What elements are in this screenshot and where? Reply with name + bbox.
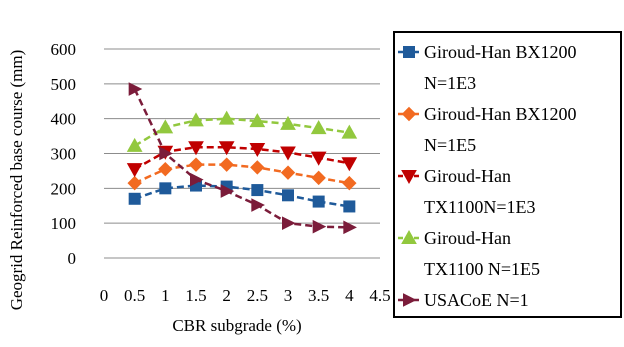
x-tick-label: 1: [161, 286, 170, 305]
legend-item: Giroud-Han TX1100N=1E3: [398, 166, 535, 217]
data-point: [251, 184, 264, 197]
data-point: [128, 82, 143, 96]
legend-box: [393, 31, 622, 318]
data-point: [158, 161, 173, 177]
legend-swatch-marker: [401, 106, 417, 122]
legend-swatch-marker: [401, 229, 417, 244]
data-point: [127, 175, 142, 191]
data-point: [342, 175, 357, 191]
series-line: [134, 145, 350, 171]
x-tick-label: 2: [222, 286, 231, 305]
data-point: [251, 198, 265, 212]
data-point: [157, 119, 174, 134]
data-point: [126, 163, 143, 178]
data-point: [310, 151, 327, 166]
legend-item: Giroud-Han TX1100 N=1E5: [398, 228, 540, 279]
y-tick-label: 300: [51, 145, 77, 164]
series-2: [127, 157, 357, 191]
data-point: [188, 157, 204, 172]
data-point: [188, 141, 204, 156]
data-point: [219, 157, 234, 172]
x-tick-label: 0.5: [124, 286, 145, 305]
x-tick-label: 2.5: [247, 286, 268, 305]
data-point: [220, 184, 235, 198]
legend-label: Giroud-Han BX1200: [424, 42, 576, 62]
data-point: [341, 157, 358, 172]
legend: Giroud-Han BX1200 N=1E3 Giroud-Han BX1200 N…: [393, 31, 622, 318]
data-point: [312, 219, 327, 234]
x-tick-label: 1.5: [185, 286, 206, 305]
y-tick-label: 100: [51, 214, 77, 233]
x-axis-ticks: 0 0.5 1 1.5 2 2.5 3 3.5 4 4.5: [100, 286, 391, 305]
y-tick-label: 200: [51, 179, 77, 198]
legend-label: N=1E3: [424, 73, 476, 93]
x-tick-label: 4.5: [369, 286, 390, 305]
data-point: [282, 216, 296, 230]
series-line: [133, 88, 350, 229]
data-point: [310, 120, 327, 135]
series-line: [134, 117, 350, 147]
x-axis-label: CBR subgrade (%): [172, 316, 301, 335]
data-point: [280, 146, 296, 161]
data-point: [282, 189, 294, 202]
series-5: [128, 82, 357, 235]
data-point: [250, 160, 265, 175]
x-tick-label: 4: [345, 286, 354, 305]
y-tick-label: 400: [51, 110, 77, 129]
series-3: [126, 141, 358, 178]
data-point: [188, 112, 204, 127]
data-point: [249, 113, 266, 128]
x-tick-label: 3: [284, 286, 293, 305]
series-layer: [126, 82, 358, 235]
legend-item: USACoE N=1: [398, 290, 529, 310]
legend-swatch-marker: [403, 46, 415, 58]
legend-label: USACoE N=1: [424, 290, 529, 310]
data-point: [249, 142, 266, 157]
data-point: [218, 141, 235, 156]
y-tick-label: 600: [51, 40, 77, 59]
data-point: [280, 165, 296, 180]
y-tick-label: 0: [68, 249, 77, 268]
series-1: [128, 179, 356, 213]
data-point: [159, 182, 172, 195]
data-point: [341, 124, 358, 139]
legend-swatch-marker: [403, 293, 417, 307]
legend-label: TX1100 N=1E5: [424, 259, 540, 279]
data-point: [218, 110, 235, 125]
data-point: [128, 192, 141, 205]
series-4: [126, 110, 358, 152]
legend-item: Giroud-Han BX1200 N=1E5: [398, 104, 576, 155]
legend-label: N=1E5: [424, 135, 476, 155]
data-point: [343, 220, 357, 235]
legend-item: Giroud-Han BX1200 N=1E3: [398, 42, 576, 93]
x-tick-label: 3.5: [308, 286, 329, 305]
data-point: [126, 137, 143, 152]
data-point: [311, 170, 326, 186]
data-point: [312, 195, 325, 208]
legend-swatch-marker: [401, 170, 417, 185]
legend-label: TX1100N=1E3: [424, 197, 535, 217]
data-point: [190, 172, 204, 187]
data-point: [159, 146, 173, 161]
data-point: [280, 115, 296, 130]
y-axis-ticks: 0 100 200 300 400 500 600: [51, 40, 77, 268]
legend-label: Giroud-Han: [424, 228, 511, 248]
data-point: [343, 200, 356, 213]
x-tick-label: 0: [100, 286, 109, 305]
y-tick-label: 500: [51, 75, 77, 94]
legend-label: Giroud-Han BX1200: [424, 104, 576, 124]
y-axis-label: Geogrid Reinforced base course (mm): [7, 50, 26, 311]
legend-label: Giroud-Han: [424, 166, 511, 186]
